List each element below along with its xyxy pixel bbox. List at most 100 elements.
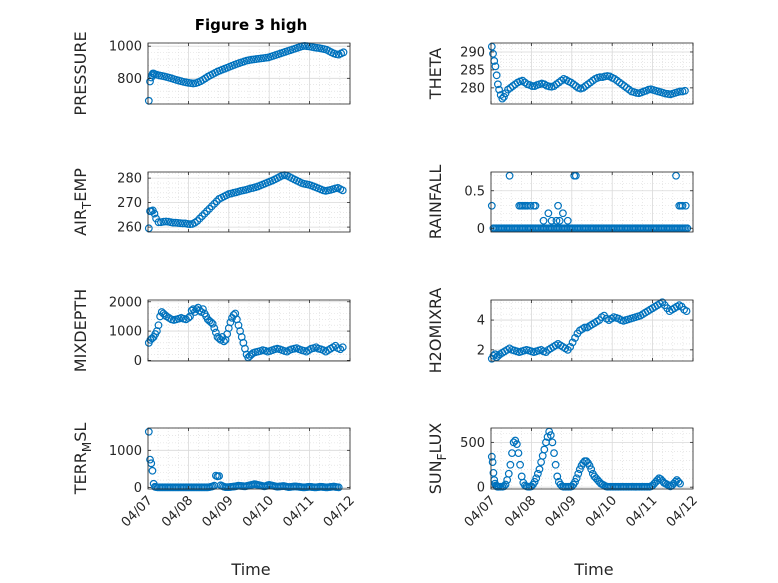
data-point	[672, 171, 680, 180]
data-point	[676, 479, 684, 488]
data-point	[500, 92, 508, 101]
axes-box	[147, 299, 351, 362]
data-point	[334, 483, 343, 492]
y-tick-label: 2000	[109, 295, 142, 310]
data-point	[535, 465, 544, 474]
data-point	[146, 455, 154, 464]
data-point	[530, 477, 539, 486]
data-point	[553, 472, 562, 481]
data-point	[533, 469, 542, 478]
y-axis-label-text: H2OMIXRA	[426, 288, 445, 374]
data-point	[211, 328, 220, 337]
y-tick-label: 4	[477, 314, 485, 329]
y-axis-label-tail: SL	[71, 423, 90, 442]
data-point	[678, 201, 687, 210]
data-point	[570, 171, 579, 180]
data-point	[184, 313, 193, 322]
y-tick-labels: 00.5	[464, 184, 485, 237]
y-tick-labels: 0 1000	[109, 444, 142, 496]
y-axis-label-text: PRESSURE	[71, 31, 90, 115]
y-tick-label: 285	[460, 63, 485, 78]
data-point	[552, 216, 561, 225]
data-point	[550, 449, 558, 458]
data-point	[566, 342, 575, 351]
y-axis-label: TERRMSL	[71, 423, 94, 496]
y-axis-label: THETA	[426, 48, 445, 100]
data-point	[504, 469, 513, 478]
data-point	[487, 452, 496, 461]
data-point	[154, 218, 163, 227]
data-point	[208, 319, 217, 328]
y-tick-label: 500	[460, 436, 485, 451]
y-tick-labels: 0 1000 2000	[109, 295, 142, 369]
y-axis-label: AIRTEMP	[71, 168, 94, 236]
data-points	[144, 303, 347, 362]
y-axis-label-text: RAINFALL	[426, 165, 445, 240]
grid	[147, 427, 351, 489]
axes-frame	[490, 171, 694, 233]
axes-frame	[490, 427, 694, 490]
y-tick-label: 260	[117, 221, 142, 236]
data-point	[193, 217, 202, 225]
data-point	[338, 186, 347, 195]
data-point	[215, 472, 224, 480]
data-point	[501, 480, 510, 489]
axes-box	[490, 171, 694, 233]
axes-box	[147, 171, 351, 233]
data-point	[548, 438, 557, 447]
grid	[147, 43, 351, 105]
axes-box	[490, 299, 694, 362]
data-point	[487, 201, 496, 210]
axes-mixdepth: 0 1000 2000 MIXDEPTH	[71, 289, 351, 372]
data-point	[559, 209, 567, 218]
data-point	[574, 469, 583, 478]
data-point	[210, 324, 219, 333]
data-points	[487, 42, 689, 103]
data-point	[150, 209, 159, 218]
y-tick-label: 270	[117, 196, 142, 211]
axes-rainfall: 00.5 RAINFALL	[426, 165, 694, 240]
data-point	[226, 318, 235, 327]
axes-frame	[147, 299, 351, 362]
data-point	[336, 345, 345, 354]
data-point	[539, 216, 548, 225]
y-tick-label: 1000	[109, 40, 142, 55]
data-point	[571, 334, 579, 342]
y-axis-label: RAINFALL	[426, 165, 445, 240]
data-point	[220, 337, 228, 346]
data-point	[339, 48, 348, 57]
y-axis-label: SUNFLUX	[426, 423, 449, 495]
data-point	[144, 427, 153, 436]
data-point	[571, 477, 579, 486]
data-point	[154, 321, 163, 330]
y-tick-label: 0.5	[464, 184, 485, 199]
axes-frame	[490, 299, 694, 362]
data-point	[506, 460, 515, 469]
figure-title: Figure 3 high	[195, 16, 308, 34]
axes-box	[147, 42, 351, 105]
data-point	[555, 216, 564, 225]
data-point	[547, 216, 556, 225]
data-point	[544, 209, 553, 218]
y-axis-label-tail: EMP	[71, 168, 90, 202]
axes-h2omixra: 24 H2OMIXRA	[426, 288, 694, 374]
data-point	[546, 431, 555, 440]
y-tick-labels: 24	[477, 314, 485, 359]
data-point	[488, 458, 497, 466]
y-axis-label-subscript: M	[80, 442, 94, 452]
data-point	[572, 474, 581, 483]
data-point	[169, 218, 177, 227]
data-point	[542, 348, 550, 356]
y-axis-label-tail: LUX	[426, 423, 445, 454]
y-tick-label: 0	[134, 354, 142, 369]
data-point	[198, 212, 207, 220]
data-point	[205, 204, 214, 213]
data-points	[487, 427, 684, 491]
data-points	[144, 171, 347, 233]
data-point	[587, 465, 596, 474]
y-axis-label-subscript: T	[80, 201, 94, 210]
data-point	[682, 307, 691, 316]
y-tick-label: 280	[117, 172, 142, 187]
y-axis-label-text: AIR	[71, 209, 90, 236]
data-point	[178, 219, 187, 228]
